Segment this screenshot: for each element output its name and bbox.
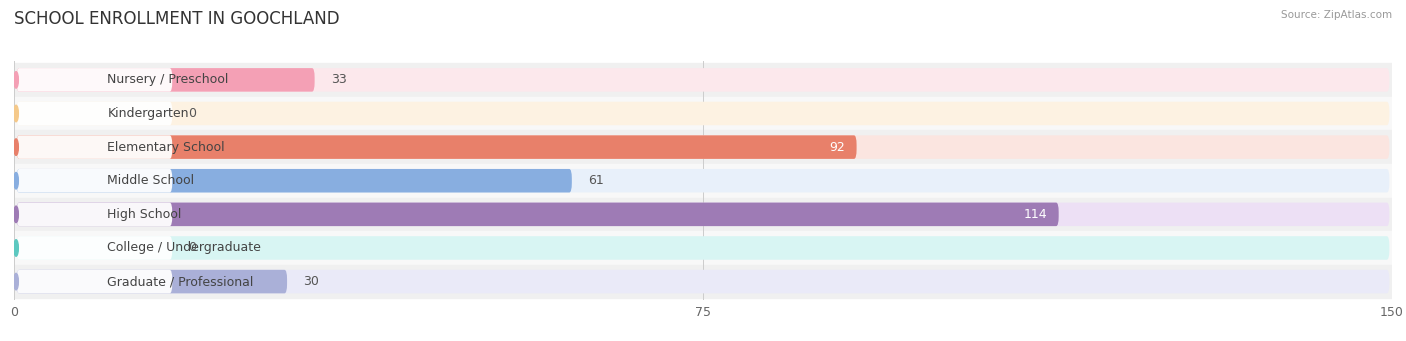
Bar (14, 130, 1392, 164)
Text: High School: High School (107, 208, 181, 221)
Bar (14, 231, 1392, 265)
Circle shape (14, 240, 18, 256)
FancyBboxPatch shape (17, 270, 173, 293)
Bar (14, 197, 1392, 231)
Text: Nursery / Preschool: Nursery / Preschool (107, 73, 229, 86)
Text: 0: 0 (188, 241, 197, 254)
Text: 114: 114 (1024, 208, 1047, 221)
Text: 92: 92 (830, 140, 845, 153)
FancyBboxPatch shape (17, 270, 287, 293)
Circle shape (14, 105, 18, 122)
FancyBboxPatch shape (17, 169, 173, 193)
FancyBboxPatch shape (17, 135, 173, 159)
FancyBboxPatch shape (17, 203, 173, 226)
Text: Middle School: Middle School (107, 174, 194, 187)
Text: Source: ZipAtlas.com: Source: ZipAtlas.com (1281, 10, 1392, 20)
Bar (14, 97, 1392, 130)
FancyBboxPatch shape (17, 270, 1389, 293)
Text: 30: 30 (304, 275, 319, 288)
Circle shape (14, 173, 18, 189)
Circle shape (14, 273, 18, 290)
Text: Graduate / Professional: Graduate / Professional (107, 275, 253, 288)
FancyBboxPatch shape (17, 169, 1389, 193)
FancyBboxPatch shape (17, 236, 1389, 260)
FancyBboxPatch shape (17, 68, 173, 92)
FancyBboxPatch shape (17, 68, 1389, 92)
Circle shape (14, 206, 18, 223)
Circle shape (14, 139, 18, 155)
FancyBboxPatch shape (17, 135, 856, 159)
Text: 33: 33 (330, 73, 347, 86)
Circle shape (14, 72, 18, 88)
Text: Elementary School: Elementary School (107, 140, 225, 153)
Text: Kindergarten: Kindergarten (107, 107, 188, 120)
Text: SCHOOL ENROLLMENT IN GOOCHLAND: SCHOOL ENROLLMENT IN GOOCHLAND (14, 10, 340, 28)
Bar (14, 265, 1392, 298)
Bar (14, 164, 1392, 197)
Text: 0: 0 (188, 107, 197, 120)
FancyBboxPatch shape (17, 68, 315, 92)
FancyBboxPatch shape (17, 236, 173, 260)
Text: College / Undergraduate: College / Undergraduate (107, 241, 262, 254)
Text: 61: 61 (588, 174, 605, 187)
FancyBboxPatch shape (17, 135, 1389, 159)
FancyBboxPatch shape (17, 102, 1389, 125)
Bar (14, 63, 1392, 97)
FancyBboxPatch shape (17, 203, 1059, 226)
FancyBboxPatch shape (17, 102, 173, 125)
FancyBboxPatch shape (17, 169, 572, 193)
FancyBboxPatch shape (17, 203, 1389, 226)
